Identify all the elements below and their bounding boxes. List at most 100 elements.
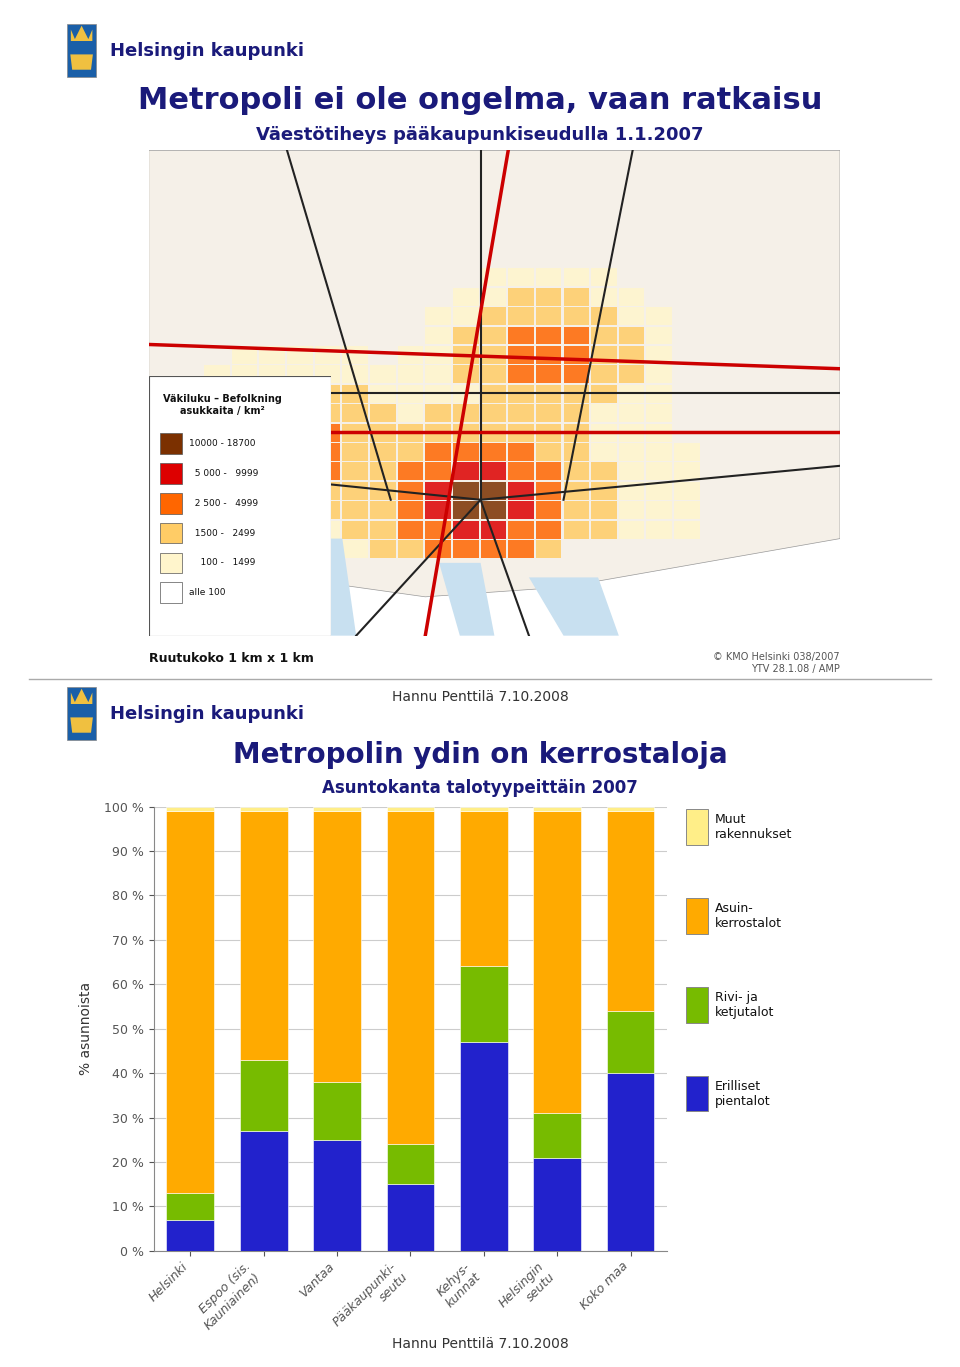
Bar xyxy=(315,346,340,364)
Text: Erilliset
pientalot: Erilliset pientalot xyxy=(715,1080,771,1107)
Bar xyxy=(231,540,257,558)
Bar xyxy=(674,462,700,480)
Bar xyxy=(591,308,616,325)
Bar xyxy=(425,462,451,480)
Bar xyxy=(204,365,229,383)
Bar xyxy=(231,521,257,539)
Bar xyxy=(619,405,644,422)
Text: Ruutukoko 1 km x 1 km: Ruutukoko 1 km x 1 km xyxy=(149,652,314,666)
Bar xyxy=(508,481,534,500)
Bar xyxy=(536,462,562,480)
Bar xyxy=(564,365,589,383)
Bar xyxy=(259,521,285,539)
Bar xyxy=(313,1083,361,1140)
Bar xyxy=(231,502,257,519)
Bar xyxy=(259,384,285,403)
Bar xyxy=(287,521,313,539)
Bar xyxy=(231,443,257,461)
Bar xyxy=(149,462,175,480)
Bar xyxy=(159,492,181,514)
Bar xyxy=(453,443,478,461)
Bar xyxy=(564,384,589,403)
Bar xyxy=(343,443,368,461)
Text: Metropoli ei ole ongelma, vaan ratkaisu: Metropoli ei ole ongelma, vaan ratkaisu xyxy=(138,86,822,115)
Bar xyxy=(177,462,202,480)
Bar xyxy=(619,502,644,519)
Bar xyxy=(259,424,285,442)
Text: Asuin-
kerrostalot: Asuin- kerrostalot xyxy=(715,902,782,930)
Bar xyxy=(453,346,478,364)
Bar xyxy=(231,405,257,422)
Bar xyxy=(481,405,506,422)
Bar xyxy=(508,443,534,461)
Bar xyxy=(159,463,181,484)
Bar xyxy=(619,308,644,325)
Bar xyxy=(425,405,451,422)
Bar xyxy=(387,1184,434,1251)
Bar xyxy=(287,405,313,422)
Bar xyxy=(619,481,644,500)
Bar xyxy=(204,502,229,519)
Bar xyxy=(259,443,285,461)
Bar xyxy=(387,807,434,811)
Bar xyxy=(508,462,534,480)
Bar xyxy=(231,384,257,403)
Text: Rivi- ja
ketjutalot: Rivi- ja ketjutalot xyxy=(715,991,775,1018)
Bar xyxy=(453,287,478,306)
Text: Väkiluku – Befolkning
asukkaita / km²: Väkiluku – Befolkning asukkaita / km² xyxy=(163,394,282,416)
Bar xyxy=(425,308,451,325)
Bar xyxy=(343,346,368,364)
Bar xyxy=(315,443,340,461)
Bar xyxy=(259,462,285,480)
Bar xyxy=(674,502,700,519)
Bar xyxy=(240,807,287,811)
Bar xyxy=(460,807,508,811)
Bar xyxy=(177,443,202,461)
Bar xyxy=(259,502,285,519)
Bar xyxy=(315,384,340,403)
Bar xyxy=(646,424,672,442)
Bar xyxy=(674,443,700,461)
Bar xyxy=(564,521,589,539)
Bar xyxy=(231,365,257,383)
Bar xyxy=(481,327,506,344)
Bar xyxy=(177,424,202,442)
Bar xyxy=(453,308,478,325)
Bar xyxy=(313,1140,361,1251)
Bar xyxy=(315,424,340,442)
Bar xyxy=(534,811,581,1113)
Polygon shape xyxy=(529,577,619,636)
Bar xyxy=(508,424,534,442)
Bar xyxy=(646,405,672,422)
Bar xyxy=(287,424,313,442)
Bar xyxy=(397,443,423,461)
Bar xyxy=(481,481,506,500)
Bar xyxy=(481,521,506,539)
Bar xyxy=(591,346,616,364)
Bar xyxy=(425,365,451,383)
Bar xyxy=(313,807,361,811)
Bar xyxy=(591,405,616,422)
Bar xyxy=(343,521,368,539)
Bar xyxy=(287,481,313,500)
Bar xyxy=(315,502,340,519)
Bar xyxy=(646,481,672,500)
Bar xyxy=(591,287,616,306)
Bar xyxy=(177,405,202,422)
Bar xyxy=(343,405,368,422)
Bar xyxy=(591,327,616,344)
Bar xyxy=(397,405,423,422)
Bar xyxy=(425,424,451,442)
Bar xyxy=(370,365,396,383)
Bar xyxy=(453,384,478,403)
Bar xyxy=(536,308,562,325)
Bar xyxy=(397,346,423,364)
Bar xyxy=(481,346,506,364)
Bar xyxy=(370,540,396,558)
Bar xyxy=(564,308,589,325)
Bar xyxy=(646,327,672,344)
Bar xyxy=(425,481,451,500)
Bar xyxy=(460,811,508,966)
Bar xyxy=(387,1144,434,1184)
Bar xyxy=(231,481,257,500)
